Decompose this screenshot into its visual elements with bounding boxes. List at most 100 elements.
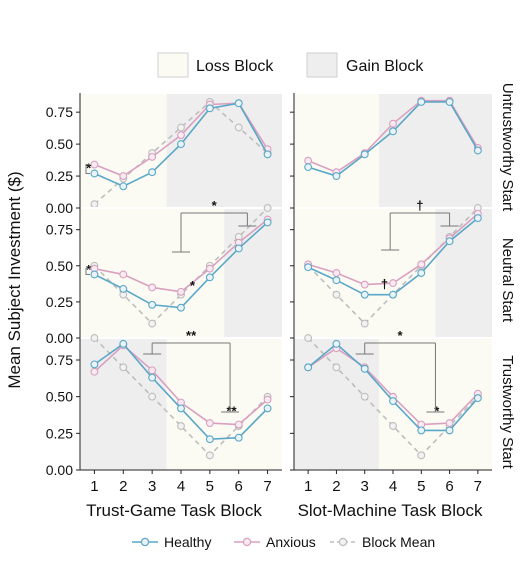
anxious-point — [234, 420, 243, 429]
anxious-point — [148, 366, 157, 375]
block-mean-legend-marker — [338, 537, 348, 547]
healthy-point — [90, 360, 99, 369]
healthy-point — [177, 404, 185, 413]
healthy-point — [234, 99, 243, 108]
gain-block-shading — [224, 208, 282, 338]
anxious-point — [417, 260, 426, 269]
block-mean-point — [389, 422, 397, 430]
healthy-point — [148, 300, 157, 309]
panel-r2-c0: ** — [80, 334, 282, 470]
anxious-point — [332, 269, 341, 277]
significance-mark: ** — [226, 403, 237, 418]
healthy-point — [389, 127, 397, 136]
loss-block-label: Loss Block — [196, 58, 274, 75]
block-mean-point — [177, 123, 185, 132]
healthy-point — [445, 237, 454, 246]
healthy-point — [473, 394, 482, 403]
x-tick-label: 5 — [206, 478, 214, 495]
healthy-point — [360, 290, 369, 299]
gain-block-shading — [378, 93, 492, 208]
healthy-point — [90, 270, 99, 279]
block-mean-point — [234, 123, 243, 132]
bracket-label: ** — [186, 328, 197, 343]
x-tick-label: 4 — [389, 478, 397, 495]
significance-mark: † — [381, 277, 388, 292]
gain-block-shading — [294, 338, 379, 470]
anxious-point — [389, 279, 397, 288]
healthy-point — [205, 273, 214, 282]
healthy-point — [148, 168, 157, 177]
bracket-label: † — [416, 198, 423, 213]
x-tick-label: 5 — [417, 478, 425, 495]
y-tick-label: 0.50 — [46, 136, 73, 152]
block-mean-point — [90, 334, 99, 342]
row-label-trustworthy: Trustworthy Start — [499, 355, 516, 469]
healthy-point — [119, 339, 128, 348]
healthy-point — [360, 150, 369, 159]
healthy-point — [389, 397, 397, 406]
bracket-label: * — [398, 328, 404, 343]
gain-block-shading — [80, 338, 167, 470]
block-mean-point — [332, 290, 341, 299]
block-mean-point — [119, 363, 128, 372]
healthy-point — [417, 97, 426, 106]
y-tick-label: 0.75 — [46, 104, 73, 120]
loss-block-shading — [294, 208, 436, 338]
side-bracket-line — [85, 164, 90, 174]
significance-mark: * — [190, 278, 196, 293]
anxious-point — [263, 395, 272, 404]
anxious-point — [119, 270, 128, 279]
healthy-point — [332, 276, 341, 285]
healthy-point — [90, 169, 99, 178]
healthy-point — [234, 433, 243, 442]
x-tick-label: 2 — [332, 478, 340, 495]
significance-bracket: * — [355, 328, 445, 413]
x-axis-label-slot-machine: Slot-Machine Task Block — [298, 501, 483, 520]
x-tick-label: 7 — [263, 478, 271, 495]
loss-block-swatch — [157, 52, 189, 78]
block-mean-point — [263, 204, 272, 212]
anxious-point — [90, 160, 99, 169]
anxious-point — [205, 419, 214, 428]
x-tick-label: 3 — [361, 478, 369, 495]
panel-r1-c0: ** — [80, 204, 282, 338]
x-tick-label: 1 — [90, 478, 98, 495]
healthy-point — [304, 363, 313, 372]
y-tick-label: 0.25 — [46, 425, 73, 441]
healthy-point — [417, 426, 426, 435]
y-tick-label: 0.75 — [46, 352, 73, 368]
significance-mark: * — [86, 160, 92, 175]
block-mean-point — [177, 422, 185, 430]
panel-r0-c0: * — [80, 92, 282, 209]
row-label-neutral: Neutral Start — [499, 238, 516, 323]
anxious-point — [304, 156, 313, 165]
healthy-point — [473, 146, 482, 155]
x-tick-label: 6 — [235, 478, 243, 495]
block-mean-point — [90, 200, 99, 209]
healthy-point — [148, 373, 157, 382]
healthy-point — [445, 426, 454, 435]
x-tick-label: 3 — [148, 478, 156, 495]
y-tick-label: 0.00 — [46, 330, 73, 346]
healthy-point — [417, 269, 426, 277]
x-tick-label: 2 — [119, 478, 127, 495]
significance-bracket: † — [381, 198, 459, 251]
healthy-point — [445, 97, 454, 106]
panel-r1-c1: † — [294, 204, 492, 338]
panel-r2-c1: * — [294, 334, 492, 470]
anxious-point — [90, 367, 99, 376]
gain-block-shading — [166, 93, 282, 208]
anxious-point — [389, 119, 397, 128]
block-mean-point — [205, 451, 214, 460]
significance-brackets: * †** * — [85, 164, 459, 413]
healthy-point — [263, 150, 272, 159]
loss-block-shading — [80, 208, 225, 338]
healthy-legend-marker — [140, 537, 150, 547]
gain-block-label: Gain Block — [346, 58, 424, 75]
anxious-point — [148, 283, 157, 292]
healthy-point — [263, 218, 272, 227]
block-mean-point — [304, 334, 313, 342]
healthy-point — [205, 104, 214, 113]
significance-mark: * — [86, 262, 92, 277]
y-tick-label: 0.25 — [46, 294, 73, 310]
